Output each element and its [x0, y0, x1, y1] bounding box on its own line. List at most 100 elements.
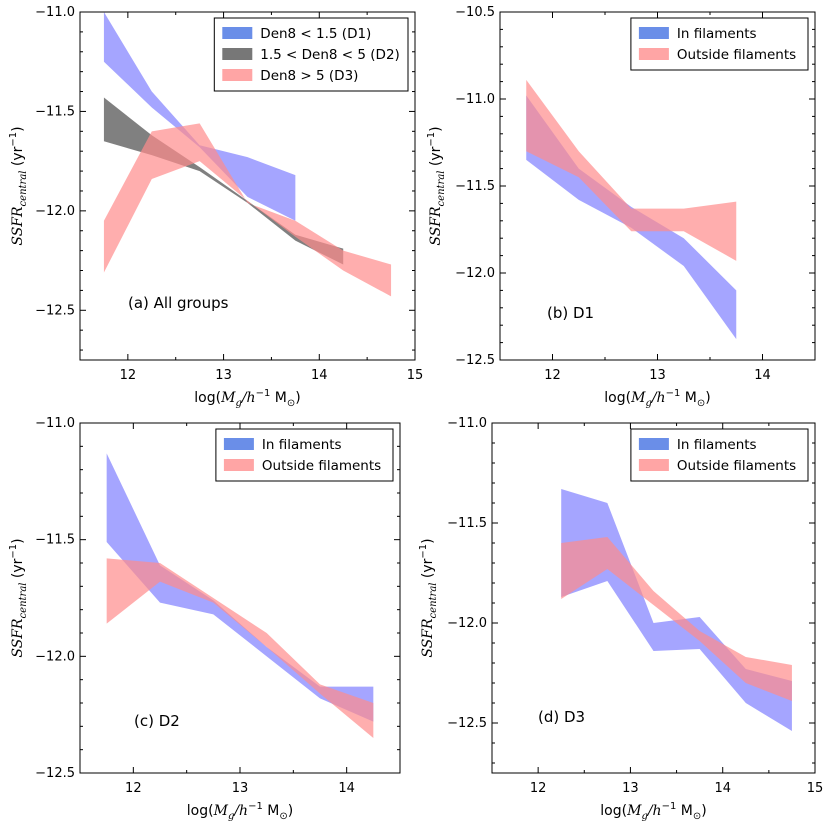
y-tick-label: −12.0: [447, 616, 487, 631]
xlabel-mid: /h: [232, 803, 248, 819]
axes-frame: [491, 422, 816, 774]
legend-swatch: [222, 27, 253, 39]
legend-swatch: [222, 48, 253, 60]
xlabel-prefix: log(: [187, 803, 214, 819]
xlabel-sun: ⊙: [697, 398, 705, 409]
y-axis-label: SSFRcentral (yr−1): [8, 126, 29, 245]
y-tick-label: −12.0: [35, 649, 75, 664]
ylabel-sub: central: [436, 171, 447, 207]
ylabel-unit: (yr: [10, 558, 26, 582]
y-tick-label: −12.0: [35, 204, 75, 219]
series-band-2: [561, 537, 792, 701]
ylabel-main: SSFR: [420, 618, 436, 658]
xlabel-mid-exp: −1: [256, 388, 271, 399]
ylabel-main: SSFR: [428, 206, 444, 246]
x-tick-label: 14: [714, 781, 731, 796]
ylabel-unit-close: ): [428, 126, 444, 131]
panel-label: (a) All groups: [128, 294, 229, 312]
xlabel-prefix: log(: [604, 390, 631, 406]
legend-entry: Outside filaments: [262, 458, 381, 474]
xlabel-var-sub: g: [641, 811, 647, 822]
xlabel-var: M: [220, 390, 236, 406]
series-group: [526, 79, 737, 340]
xlabel-unit: M: [270, 390, 287, 406]
x-tick-label: 13: [622, 781, 639, 796]
ylabel-main: SSFR: [10, 206, 26, 246]
ylabel-sub: central: [18, 171, 29, 207]
x-tick-label: 12: [125, 781, 142, 796]
legend-entry: Den8 < 1.5 (D1): [260, 26, 371, 42]
y-tick-label: −12.5: [447, 716, 487, 731]
series-group: [561, 489, 792, 731]
ylabel-unit-exp: −1: [8, 132, 19, 147]
ylabel-unit-exp: −1: [418, 544, 429, 559]
legend-swatch: [638, 27, 669, 39]
legend: In filaments Outside filaments: [630, 17, 809, 71]
x-tick-label: 14: [338, 781, 355, 796]
series-band-1: [561, 489, 792, 731]
legend-entry: Den8 > 5 (D3): [260, 68, 358, 84]
ylabel-unit: (yr: [10, 146, 26, 170]
xlabel-unit: M: [676, 803, 693, 819]
y-tick-label: −11.0: [35, 416, 75, 431]
y-tick-label: −11.5: [455, 179, 495, 194]
ylabel-unit-close: ): [10, 538, 26, 543]
ylabel-unit-close: ): [10, 126, 26, 131]
y-tick-label: −12.5: [455, 353, 495, 368]
ylabel-unit-close: ): [420, 538, 436, 543]
panel-label: (b) D1: [547, 304, 594, 322]
series-band-2: [106, 558, 374, 738]
xlabel-var-sub: g: [235, 398, 241, 409]
xlabel-mid: /h: [650, 390, 666, 406]
x-tick-label: 15: [407, 368, 424, 383]
y-tick-label: −11.5: [447, 516, 487, 531]
series-group: [106, 453, 374, 738]
xlabel-unit: M: [263, 803, 280, 819]
xlabel-prefix: log(: [600, 803, 627, 819]
panel-label: (c) D2: [134, 712, 180, 730]
xlabel-sun: ⊙: [287, 398, 295, 409]
xlabel-var-sub: g: [645, 398, 651, 409]
y-tick-label: −11.5: [35, 533, 75, 548]
x-tick-label: 13: [232, 781, 249, 796]
x-tick-label: 12: [530, 781, 547, 796]
x-tick-label: 14: [311, 368, 328, 383]
x-tick-label: 12: [544, 368, 561, 383]
y-tick-label: −11.0: [447, 416, 487, 431]
series-band-1: [103, 12, 296, 221]
xlabel-mid: /h: [240, 390, 256, 406]
series-band-3: [103, 123, 392, 297]
legend-swatch: [638, 48, 669, 60]
y-tick-label: −11.5: [35, 104, 75, 119]
x-axis-label: log(Mg/h−1 M⊙): [600, 801, 706, 822]
series-band-2: [526, 79, 737, 261]
xlabel-var: M: [626, 803, 642, 819]
xlabel-var: M: [630, 390, 646, 406]
y-tick-label: −10.5: [455, 5, 495, 20]
x-axis-label: log(Mg/h−1 M⊙): [194, 388, 300, 409]
ylabel-unit-exp: −1: [426, 132, 437, 147]
legend-box: [630, 17, 809, 71]
panel-c: 12 13 14 −11.0 −11.5 −12.0 −12.5 log(Mg/h−1 M⊙)…: [8, 416, 401, 822]
ylabel-unit: (yr: [428, 146, 444, 170]
legend-box: [630, 428, 809, 482]
xlabel-sun: ⊙: [693, 811, 701, 822]
y-tick-label: −12.5: [35, 303, 75, 318]
xlabel-mid: /h: [646, 803, 662, 819]
y-tick-label: −12.5: [35, 766, 75, 781]
xlabel-var-sub: g: [228, 811, 234, 822]
legend: Den8 < 1.5 (D1) 1.5 < Den8 < 5 (D2) Den8 >…: [213, 17, 409, 92]
x-axis-label: log(Mg/h−1 M⊙): [187, 801, 293, 822]
xlabel-var: M: [213, 803, 229, 819]
legend-swatch: [222, 69, 253, 81]
xlabel-prefix: log(: [194, 390, 221, 406]
y-axis-label: SSFRcentral (yr−1): [418, 538, 439, 657]
legend: In filaments Outside filaments: [630, 428, 809, 482]
xlabel-close: ): [295, 390, 300, 406]
xlabel-mid-exp: −1: [662, 801, 677, 812]
legend-swatch: [638, 438, 669, 450]
legend-entry: 1.5 < Den8 < 5 (D2): [260, 47, 400, 63]
series-group: [103, 12, 392, 297]
y-tick-label: −12.0: [455, 266, 495, 281]
